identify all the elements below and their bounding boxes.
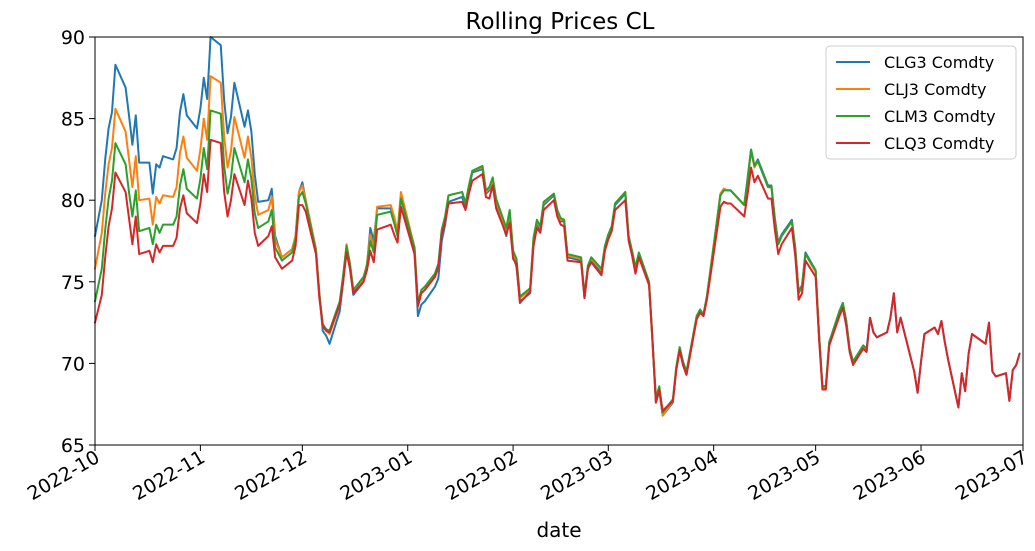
series-line-clj3 <box>94 75 868 417</box>
legend-entry-label: CLM3 Comdty <box>884 107 996 126</box>
series-layer <box>94 36 1021 417</box>
x-tick-label: 2022-12 <box>231 446 311 505</box>
legend-box <box>825 45 1017 160</box>
y-tick-label: 70 <box>61 353 85 375</box>
y-tick-label: 90 <box>61 27 85 49</box>
legend-entry-label: CLG3 Comdty <box>884 53 994 72</box>
chart-title: Rolling Prices CL <box>466 9 655 35</box>
y-tick-label: 80 <box>61 190 85 212</box>
x-tick-label: 2022-11 <box>129 446 209 505</box>
series-line-clq3 <box>94 138 1021 412</box>
x-tick-label: 2023-07 <box>952 446 1032 505</box>
x-tick-label: 2023-05 <box>744 446 824 505</box>
x-axis-label: date <box>536 518 581 542</box>
plot-frame <box>94 36 1024 446</box>
x-tick-label: 2023-02 <box>442 446 522 505</box>
y-tick-label: 85 <box>61 109 85 131</box>
legend-entry-label: CLJ3 Comdty <box>884 80 987 99</box>
x-tick-label: 2023-01 <box>336 446 416 505</box>
x-axis: 2022-10 2022-11 2022-12 2023-01 2023-02 2023-… <box>24 445 1032 505</box>
x-tick-label: 2023-06 <box>850 446 930 505</box>
legend-entry-label: CLQ3 Comdty <box>884 134 994 153</box>
y-axis: 65 70 75 80 85 90 <box>61 27 95 457</box>
x-tick-label: 2023-03 <box>537 446 617 505</box>
y-tick-label: 65 <box>61 435 85 457</box>
legend: CLG3 Comdty CLJ3 Comdty CLM3 Comdty CLQ3 Co… <box>825 45 1017 160</box>
y-tick-label: 75 <box>61 272 85 294</box>
x-tick-label: 2023-04 <box>642 446 722 505</box>
series-line-clm3 <box>94 109 868 414</box>
